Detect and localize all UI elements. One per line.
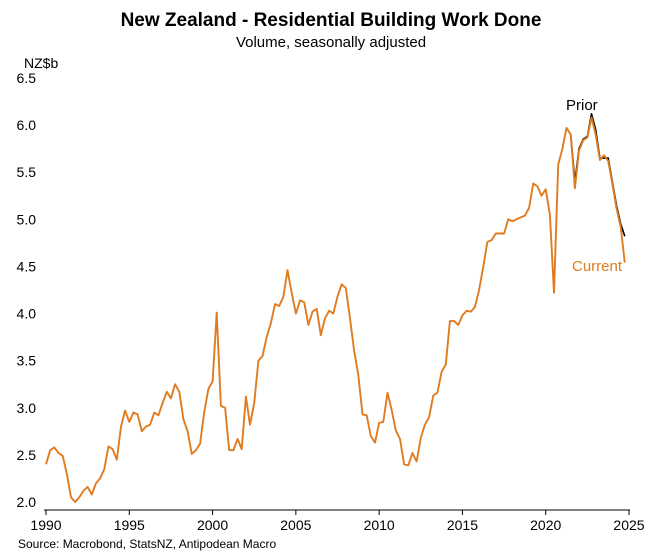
chart-title: New Zealand - Residential Building Work … (121, 10, 542, 31)
y-axis-unit: NZ$b (24, 55, 58, 71)
y-tick-label: 2.0 (17, 494, 37, 510)
x-tick-label: 1995 (114, 517, 145, 533)
x-axis-ticks: 1990 1995 2000 2005 2010 2015 2020 2025 (30, 510, 645, 533)
series-layer (45, 113, 626, 503)
x-tick-label: 2010 (364, 517, 395, 533)
y-tick-label: 6.0 (17, 117, 37, 133)
series-line-prior (569, 113, 626, 237)
x-tick-label: 2000 (197, 517, 228, 533)
x-tick-label: 2020 (530, 517, 561, 533)
y-tick-label: 3.0 (17, 400, 37, 416)
x-tick-label: 1990 (30, 517, 61, 533)
y-tick-label: 6.5 (17, 70, 37, 86)
x-tick-label: 2015 (447, 517, 478, 533)
y-tick-label: 3.5 (17, 353, 37, 369)
series-label-current: Current (572, 258, 623, 275)
series-line-current (45, 116, 626, 503)
y-tick-label: 4.5 (17, 258, 37, 274)
source-note: Source: Macrobond, StatsNZ, Antipodean M… (18, 537, 276, 551)
x-tick-label: 2005 (280, 517, 311, 533)
x-tick-label: 2025 (613, 517, 644, 533)
series-label-prior: Prior (566, 97, 598, 114)
y-tick-label: 5.5 (17, 164, 37, 180)
y-tick-labels: 2.0 2.5 3.0 3.5 4.0 4.5 5.0 5.5 6.0 6.5 (17, 70, 37, 510)
y-tick-label: 2.5 (17, 447, 37, 463)
chart-subtitle: Volume, seasonally adjusted (236, 34, 426, 51)
y-tick-label: 4.0 (17, 306, 37, 322)
y-tick-label: 5.0 (17, 211, 37, 227)
